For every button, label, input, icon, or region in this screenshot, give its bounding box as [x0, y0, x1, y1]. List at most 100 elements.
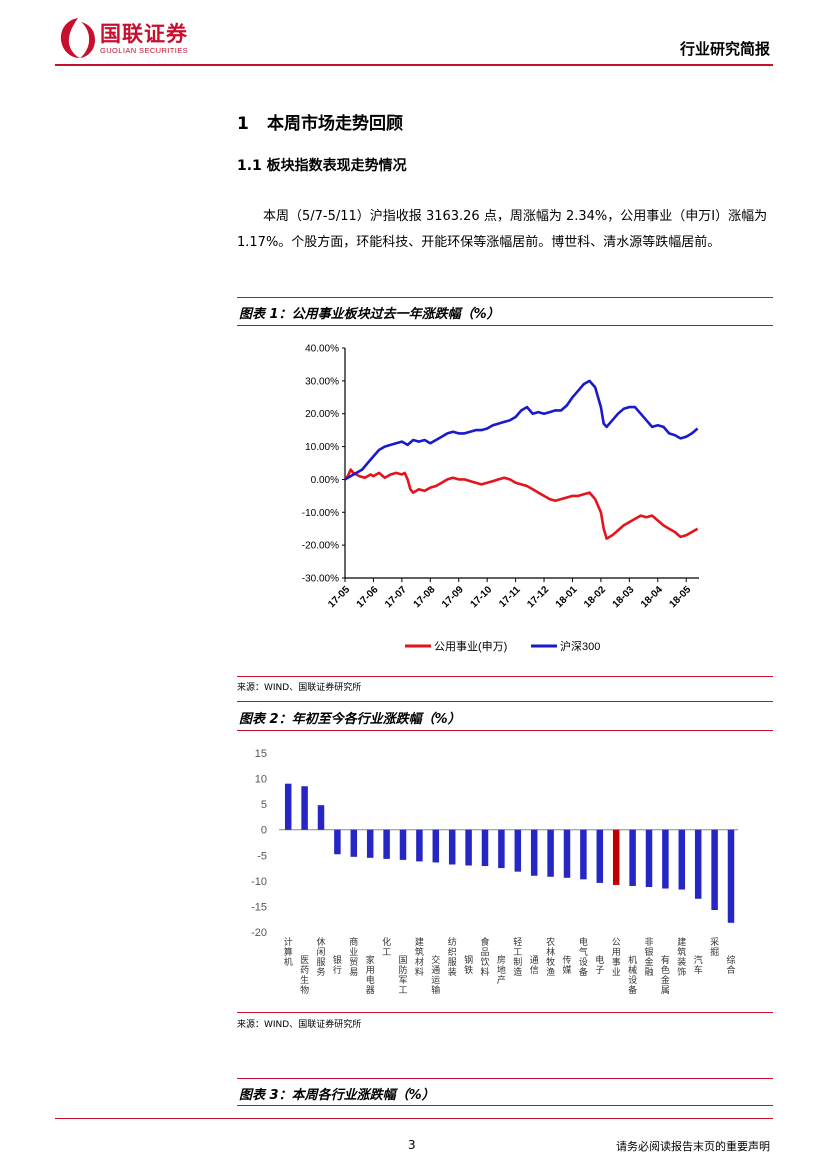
- figure1-top-rule: [237, 297, 773, 298]
- bar-22: [645, 829, 653, 887]
- bar-10: [448, 829, 456, 865]
- figure1-line-chart: 40.00% 30.00% 20.00% 10.00% 0.00% -10.00% -20.…: [302, 344, 699, 653]
- bar-13: [498, 829, 505, 869]
- y-tick-label: -15: [251, 901, 267, 913]
- category-label-4: 商业贸易: [349, 936, 358, 977]
- category-label-8: 建筑材料: [415, 936, 424, 977]
- bar-17: [563, 829, 571, 878]
- x-tick-label: 17-12: [525, 584, 551, 610]
- category-label-11: 钢铁: [464, 954, 473, 975]
- category-label-17: 传媒: [563, 954, 572, 975]
- figure3-top-rule: [237, 1078, 773, 1079]
- y-tick-label: 15: [255, 748, 267, 760]
- bar-2: [317, 805, 325, 830]
- category-label-14: 轻工制造: [513, 936, 522, 977]
- category-label-6: 化工: [382, 936, 391, 957]
- figure2-bar-chart: 15 10 5 0 -5 -10 -15 -20 计算机 医药生物休闲服务银行商业贸易家用电器化工…: [251, 748, 739, 995]
- summary-paragraph: 本周（5/7-5/11）沪指收报 3163.26 点，周涨幅为 2.34%，公用…: [237, 209, 768, 250]
- category-label-5: 家用电器: [366, 954, 375, 995]
- category-label-13: 房地产: [497, 954, 506, 985]
- y-tick-label: 5: [261, 799, 267, 811]
- y-tick-label: 10.00%: [305, 442, 339, 453]
- bar-25: [694, 829, 702, 899]
- bar-7: [399, 829, 407, 860]
- category-label-0: 计算机: [284, 936, 293, 967]
- section-title: 本周市场走势回顾: [267, 114, 403, 134]
- subsection-heading: 1.1 板块指数表现走势情况: [237, 158, 407, 174]
- bar-26: [711, 829, 718, 911]
- category-label-21: 机械设备: [628, 954, 637, 995]
- category-label-2: 休闲服务: [317, 936, 326, 977]
- figure3-title: 图表 3：本周各行业涨跌幅（%）: [239, 1088, 435, 1103]
- series-line-0: [344, 468, 699, 540]
- x-tick-label: 17-08: [412, 584, 438, 610]
- x-tick-label: 18-05: [667, 584, 693, 610]
- figure2-title: 图表 2：年初至今各行业涨跌幅（%）: [239, 712, 461, 727]
- category-label-27: 综合: [727, 954, 736, 975]
- bar-21: [629, 829, 636, 886]
- bar-1: [301, 786, 308, 830]
- bar-3: [334, 829, 341, 855]
- bar-5: [366, 829, 374, 858]
- bar-16: [547, 829, 554, 877]
- category-label-22: 非银金融: [645, 936, 654, 977]
- category-label-19: 电子: [595, 954, 604, 975]
- bar-19: [596, 829, 604, 883]
- y-tick-label: -5: [257, 850, 267, 862]
- logo-cn-text: 国联证券: [100, 22, 188, 46]
- bar-4: [350, 829, 358, 857]
- figure1-bottom-rule: [237, 676, 773, 677]
- x-tick-label: 17-11: [497, 584, 523, 610]
- y-tick-label: -20.00%: [302, 541, 339, 552]
- bar-0: [284, 783, 292, 830]
- bar-9: [432, 829, 440, 863]
- footer-divider: [55, 1118, 773, 1119]
- y-tick-label: 10: [255, 774, 267, 786]
- bar-23: [662, 829, 669, 889]
- bar-8: [416, 829, 423, 862]
- y-tick-label: 20.00%: [305, 409, 339, 420]
- figure1-title-rule: [237, 325, 773, 326]
- figure3-title-rule: [237, 1105, 773, 1106]
- category-label-9: 交通运输: [431, 954, 440, 995]
- y-tick-label: 30.00%: [305, 376, 339, 387]
- y-tick-label: 40.00%: [305, 344, 339, 355]
- bar-12: [481, 829, 489, 867]
- x-tick-label: 17-05: [326, 584, 352, 610]
- bar-27: [727, 829, 735, 923]
- category-label-16: 农林牧渔: [546, 936, 555, 977]
- bar-6: [383, 829, 390, 859]
- bar-18: [580, 829, 587, 880]
- bar-14: [514, 829, 522, 872]
- figure2-title-rule: [237, 730, 773, 731]
- section-heading: 1 本周市场走势回顾: [237, 109, 403, 134]
- category-label-12: 食品饮料: [481, 936, 490, 977]
- footer-disclaimer: 请务必阅读报告末页的重要声明: [616, 1140, 770, 1153]
- logo-en-text: GUOLIAN SECURITIES: [100, 46, 189, 55]
- category-label-25: 汽车: [694, 954, 703, 975]
- legend-label-1: 沪深300: [560, 639, 600, 653]
- bar-20: [612, 829, 620, 885]
- category-label-20: 公用事业: [612, 937, 621, 977]
- figure1-title: 图表 1：公用事业板块过去一年涨跌幅（%）: [239, 307, 500, 322]
- category-label-23: 有色金属: [661, 954, 670, 995]
- x-tick-label: 17-09: [440, 584, 466, 610]
- category-label-26: 采掘: [710, 937, 719, 957]
- x-tick-label: 18-03: [611, 584, 637, 610]
- bar-11: [465, 829, 472, 866]
- bar-15: [530, 829, 538, 876]
- y-tick-label: 0.00%: [311, 475, 339, 486]
- category-label-10: 纺织服装: [448, 936, 457, 977]
- y-tick-label: -10.00%: [302, 508, 339, 519]
- x-tick-label: 18-01: [554, 584, 580, 610]
- bar-24: [678, 829, 686, 890]
- figure2-bottom-rule: [237, 1012, 773, 1013]
- header-divider: [55, 64, 773, 66]
- report-type: 行业研究简报: [679, 40, 770, 58]
- figure2-top-rule: [237, 701, 773, 702]
- category-label-3: 银行: [333, 954, 342, 975]
- category-label-15: 通信: [530, 955, 539, 975]
- y-tick-label: 0: [261, 825, 267, 837]
- legend-label-0: 公用事业(申万): [434, 640, 507, 653]
- category-label-1: 医药生物: [300, 955, 309, 995]
